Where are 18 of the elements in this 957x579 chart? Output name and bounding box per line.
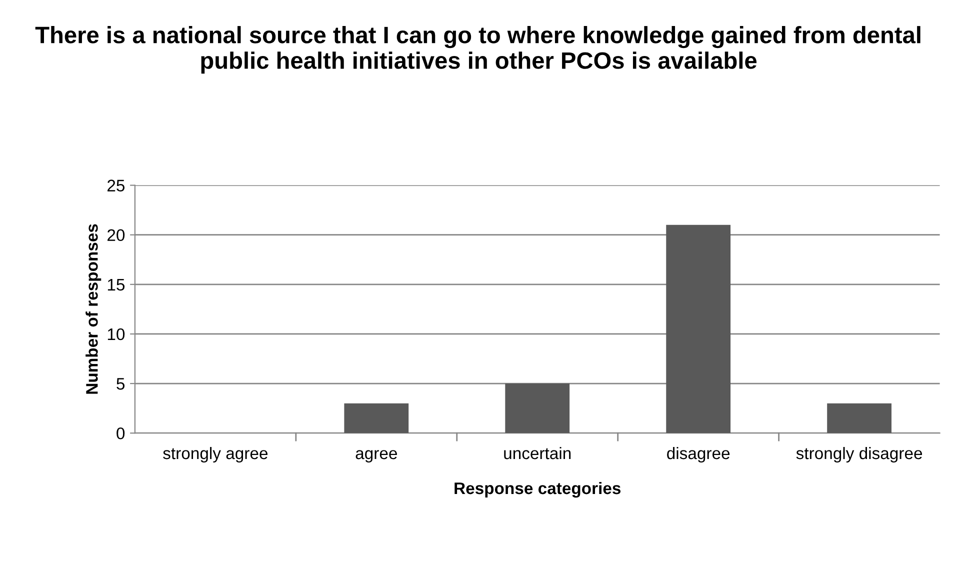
y-tick-label: 0: [116, 427, 125, 440]
y-tick-label: 5: [116, 378, 125, 390]
y-tick-label: 15: [108, 278, 125, 291]
y-tick-label: 20: [108, 229, 125, 242]
bar: [827, 403, 892, 434]
y-tick-label: 25: [108, 180, 125, 192]
bar: [344, 403, 409, 434]
x-tick-label: strongly disagree: [796, 446, 922, 463]
bar: [666, 224, 731, 434]
x-axis-title: Response categories: [454, 482, 621, 498]
x-tick-label: uncertain: [504, 446, 571, 460]
x-tick-label: disagree: [667, 446, 730, 463]
x-tick-label: agree: [356, 450, 397, 463]
bar: [505, 384, 570, 434]
chart-title: There is a national source that I can go to where knowledge gained from dental public health initiatives in other PCOs is available: [35, 26, 920, 74]
y-tick-label: 10: [108, 328, 125, 340]
y-axis-title: Number of responses: [86, 224, 102, 394]
x-tick-label: strongly agree: [163, 446, 268, 463]
